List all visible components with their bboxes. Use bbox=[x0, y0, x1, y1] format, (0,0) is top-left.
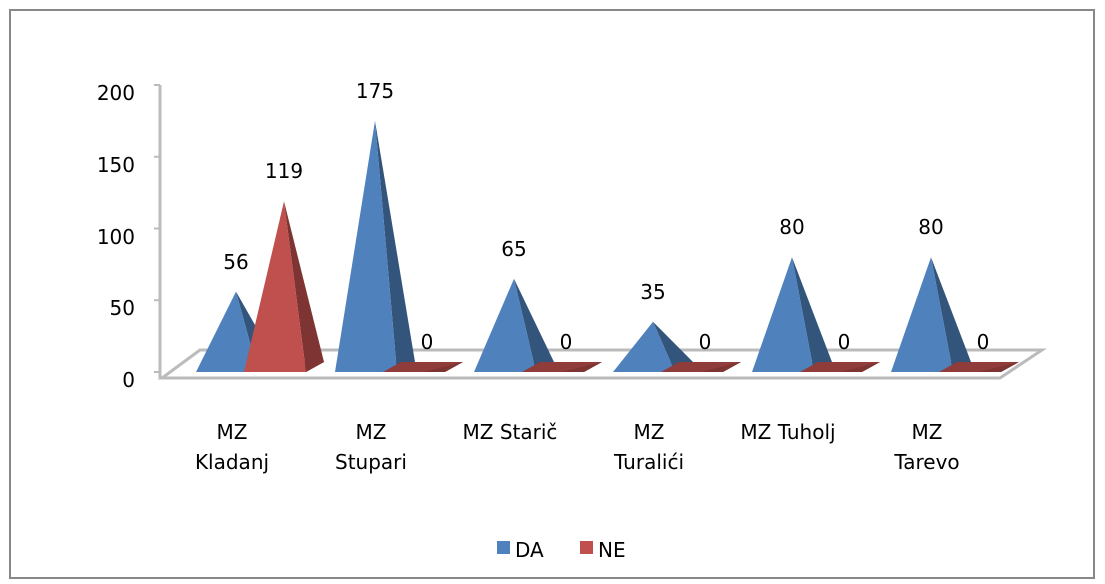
legend-label: NE bbox=[598, 538, 626, 562]
y-tick-label: 0 bbox=[122, 368, 135, 392]
pyramid-front bbox=[613, 321, 675, 372]
pyramid-side bbox=[653, 321, 693, 372]
x-tick-label: MZ Tuholj bbox=[740, 420, 836, 444]
pyramid-front bbox=[891, 257, 953, 372]
floor bbox=[157, 348, 1047, 380]
data-label: 35 bbox=[640, 279, 666, 304]
x-tick-label: MZ Stupari bbox=[335, 420, 407, 474]
pyramid-side bbox=[840, 362, 880, 372]
x-tick-label: MZ Turalići bbox=[614, 420, 684, 474]
pyramid-side bbox=[562, 362, 602, 372]
y-tick-label: 200 bbox=[96, 81, 135, 105]
x-tick-label: MZ Starič bbox=[462, 420, 558, 444]
pyramid-side bbox=[514, 278, 554, 372]
pyramid-side bbox=[423, 362, 463, 372]
y-tick-label: 100 bbox=[96, 224, 135, 249]
pyramid-side bbox=[375, 120, 415, 372]
data-label: 80 bbox=[918, 215, 944, 240]
legend-swatch bbox=[580, 541, 593, 554]
y-tick-label: 50 bbox=[109, 296, 135, 321]
pyramid bbox=[244, 201, 324, 372]
pyramid-front bbox=[196, 291, 258, 372]
data-label: 0 bbox=[420, 330, 434, 354]
legend-swatch bbox=[497, 541, 510, 554]
data-label: 0 bbox=[698, 330, 712, 354]
pyramid bbox=[800, 362, 880, 372]
pyramid-side bbox=[931, 257, 971, 372]
y-tick-label: 150 bbox=[96, 152, 135, 177]
data-label: 119 bbox=[264, 159, 304, 184]
pyramid bbox=[383, 362, 463, 372]
data-label: 175 bbox=[355, 78, 395, 103]
pyramid-side bbox=[792, 257, 832, 372]
data-label: 0 bbox=[559, 330, 573, 354]
x-tick-label: MZ Kladanj bbox=[194, 420, 270, 474]
pyramid bbox=[939, 362, 1019, 372]
pyramid-front bbox=[474, 278, 536, 372]
pyramid-front bbox=[752, 257, 814, 372]
pyramid bbox=[661, 362, 741, 372]
data-label: 56 bbox=[223, 249, 249, 274]
pyramid bbox=[522, 362, 602, 372]
pyramid-side bbox=[701, 362, 741, 372]
data-label: 0 bbox=[976, 330, 990, 354]
pyramid-side bbox=[284, 201, 324, 372]
data-label: 65 bbox=[501, 236, 527, 261]
data-label: 80 bbox=[779, 215, 805, 240]
legend-label: DA bbox=[515, 538, 544, 562]
pyramid-front bbox=[335, 120, 397, 372]
pyramid-side bbox=[979, 362, 1019, 372]
x-tick-label: MZ Tarevo bbox=[894, 420, 960, 474]
pyramid bbox=[891, 257, 971, 372]
data-label: 0 bbox=[837, 330, 851, 354]
chart-frame bbox=[9, 9, 1095, 579]
pyramid-front bbox=[244, 201, 306, 372]
